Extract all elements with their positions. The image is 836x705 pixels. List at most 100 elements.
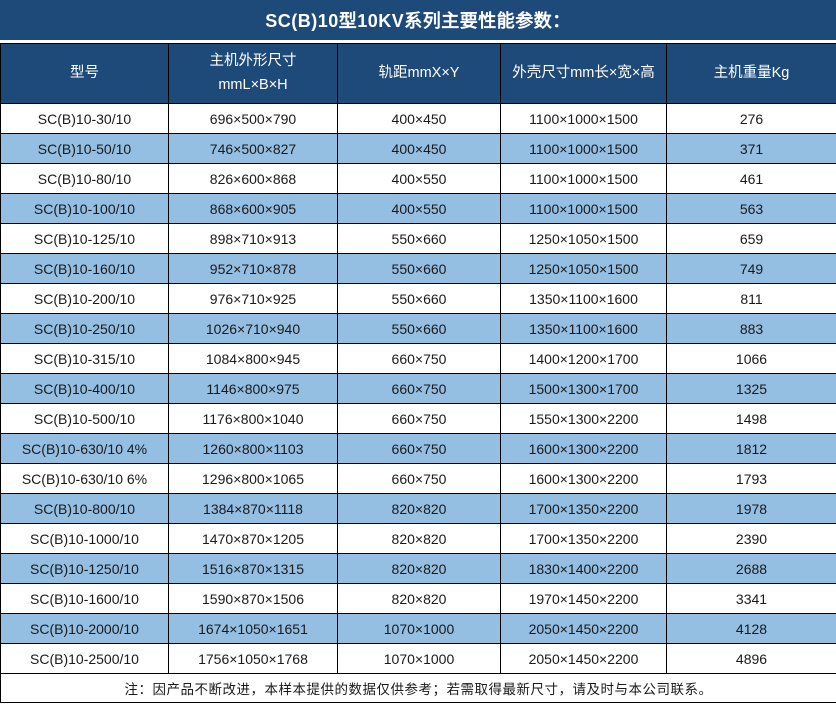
table-row: SC(B)10-630/10 6% 1296×800×1065 660×750 160… <box>0 463 836 494</box>
table-header-row: 型号 主机外形尺寸 mmL×B×H 轨距mmX×Y 外壳尺寸mm长×宽×高 主机重量Kg <box>0 43 836 104</box>
cell-rail-gauge: 820×820 <box>337 493 501 524</box>
cell-shell-dims: 1100×1000×1500 <box>500 163 667 194</box>
cell-rail-gauge: 400×550 <box>337 193 501 224</box>
cell-main-dims: 1516×870×1315 <box>168 553 338 584</box>
cell-main-dims: 868×600×905 <box>168 193 338 224</box>
cell-shell-dims: 1100×1000×1500 <box>500 103 667 134</box>
table-row: SC(B)10-1000/10 1470×870×1205 820×820 1700×… <box>0 523 836 554</box>
header-cell-main-dims: 主机外形尺寸 mmL×B×H <box>168 43 338 104</box>
cell-model: SC(B)10-100/10 <box>0 193 169 224</box>
cell-model: SC(B)10-250/10 <box>0 313 169 344</box>
cell-shell-dims: 1350×1100×1600 <box>500 283 667 314</box>
cell-model: SC(B)10-125/10 <box>0 223 169 254</box>
cell-model: SC(B)10-1600/10 <box>0 583 169 614</box>
cell-model: SC(B)10-80/10 <box>0 163 169 194</box>
cell-model: SC(B)10-1250/10 <box>0 553 169 584</box>
table-row: SC(B)10-2500/10 1756×1050×1768 1070×1000 20… <box>0 643 836 674</box>
cell-main-dims: 1146×800×975 <box>168 373 338 404</box>
cell-model: SC(B)10-50/10 <box>0 133 169 164</box>
cell-weight: 4128 <box>666 613 836 644</box>
cell-shell-dims: 1400×1200×1700 <box>500 343 667 374</box>
cell-main-dims: 696×500×790 <box>168 103 338 134</box>
cell-shell-dims: 1250×1050×1500 <box>500 253 667 284</box>
cell-weight: 461 <box>666 163 836 194</box>
cell-model: SC(B)10-2000/10 <box>0 613 169 644</box>
cell-model: SC(B)10-315/10 <box>0 343 169 374</box>
cell-shell-dims: 2050×1450×2200 <box>500 613 667 644</box>
table-row: SC(B)10-160/10 952×710×878 550×660 1250×105… <box>0 253 836 284</box>
header-cell-shell-dims: 外壳尺寸mm长×宽×高 <box>500 43 667 104</box>
cell-main-dims: 1026×710×940 <box>168 313 338 344</box>
footer-note: 注：因产品不断改进，本样本提供的数据仅供参考；若需取得最新尺寸，请及时与本公司联… <box>0 673 836 703</box>
header-cell-weight: 主机重量Kg <box>666 43 836 104</box>
table-row: SC(B)10-500/10 1176×800×1040 660×750 1550×1… <box>0 403 836 434</box>
cell-weight: 371 <box>666 133 836 164</box>
cell-weight: 1812 <box>666 433 836 464</box>
cell-rail-gauge: 660×750 <box>337 433 501 464</box>
cell-rail-gauge: 660×750 <box>337 343 501 374</box>
page-title: SC(B)10型10KV系列主要性能参数： <box>0 0 836 40</box>
cell-rail-gauge: 1070×1000 <box>337 643 501 674</box>
table-row: SC(B)10-1600/10 1590×870×1506 820×820 1970×… <box>0 583 836 614</box>
table-row: SC(B)10-200/10 976×710×925 550×660 1350×110… <box>0 283 836 314</box>
cell-shell-dims: 1350×1100×1600 <box>500 313 667 344</box>
table-row: SC(B)10-30/10 696×500×790 400×450 1100×1000… <box>0 103 836 134</box>
cell-rail-gauge: 550×660 <box>337 313 501 344</box>
cell-rail-gauge: 660×750 <box>337 403 501 434</box>
cell-weight: 2688 <box>666 553 836 584</box>
footer-note-row: 注：因产品不断改进，本样本提供的数据仅供参考；若需取得最新尺寸，请及时与本公司联… <box>0 673 836 703</box>
cell-shell-dims: 2050×1450×2200 <box>500 643 667 674</box>
cell-weight: 659 <box>666 223 836 254</box>
cell-main-dims: 1384×870×1118 <box>168 493 338 524</box>
cell-model: SC(B)10-800/10 <box>0 493 169 524</box>
cell-rail-gauge: 820×820 <box>337 523 501 554</box>
cell-shell-dims: 1700×1350×2200 <box>500 493 667 524</box>
cell-main-dims: 1590×870×1506 <box>168 583 338 614</box>
cell-weight: 1978 <box>666 493 836 524</box>
cell-model: SC(B)10-160/10 <box>0 253 169 284</box>
header-cell-rail-gauge: 轨距mmX×Y <box>337 43 501 104</box>
cell-weight: 2390 <box>666 523 836 554</box>
cell-model: SC(B)10-630/10 6% <box>0 463 169 494</box>
cell-rail-gauge: 820×820 <box>337 553 501 584</box>
table-row: SC(B)10-50/10 746×500×827 400×450 1100×1000… <box>0 133 836 164</box>
cell-shell-dims: 1100×1000×1500 <box>500 133 667 164</box>
cell-shell-dims: 1600×1300×2200 <box>500 463 667 494</box>
cell-shell-dims: 1830×1400×2200 <box>500 553 667 584</box>
cell-main-dims: 1084×800×945 <box>168 343 338 374</box>
cell-shell-dims: 1600×1300×2200 <box>500 433 667 464</box>
cell-shell-dims: 1250×1050×1500 <box>500 223 667 254</box>
cell-shell-dims: 1500×1300×1700 <box>500 373 667 404</box>
cell-main-dims: 826×600×868 <box>168 163 338 194</box>
cell-weight: 1498 <box>666 403 836 434</box>
cell-rail-gauge: 660×750 <box>337 373 501 404</box>
cell-rail-gauge: 400×450 <box>337 133 501 164</box>
table-row: SC(B)10-1250/10 1516×870×1315 820×820 1830×… <box>0 553 836 584</box>
cell-rail-gauge: 820×820 <box>337 583 501 614</box>
cell-model: SC(B)10-30/10 <box>0 103 169 134</box>
cell-main-dims: 976×710×925 <box>168 283 338 314</box>
cell-weight: 883 <box>666 313 836 344</box>
cell-weight: 1325 <box>666 373 836 404</box>
table-row: SC(B)10-100/10 868×600×905 400×550 1100×100… <box>0 193 836 224</box>
cell-main-dims: 1260×800×1103 <box>168 433 338 464</box>
cell-weight: 1793 <box>666 463 836 494</box>
cell-rail-gauge: 660×750 <box>337 463 501 494</box>
cell-rail-gauge: 550×660 <box>337 223 501 254</box>
cell-shell-dims: 1100×1000×1500 <box>500 193 667 224</box>
cell-model: SC(B)10-500/10 <box>0 403 169 434</box>
cell-rail-gauge: 400×450 <box>337 103 501 134</box>
cell-model: SC(B)10-1000/10 <box>0 523 169 554</box>
cell-model: SC(B)10-2500/10 <box>0 643 169 674</box>
cell-main-dims: 1674×1050×1651 <box>168 613 338 644</box>
cell-rail-gauge: 400×550 <box>337 163 501 194</box>
cell-main-dims: 1176×800×1040 <box>168 403 338 434</box>
cell-main-dims: 1470×870×1205 <box>168 523 338 554</box>
cell-rail-gauge: 550×660 <box>337 253 501 284</box>
cell-weight: 276 <box>666 103 836 134</box>
cell-weight: 1066 <box>666 343 836 374</box>
cell-model: SC(B)10-630/10 4% <box>0 433 169 464</box>
cell-shell-dims: 1550×1300×2200 <box>500 403 667 434</box>
spec-table: 型号 主机外形尺寸 mmL×B×H 轨距mmX×Y 外壳尺寸mm长×宽×高 主机重量Kg… <box>0 43 836 703</box>
